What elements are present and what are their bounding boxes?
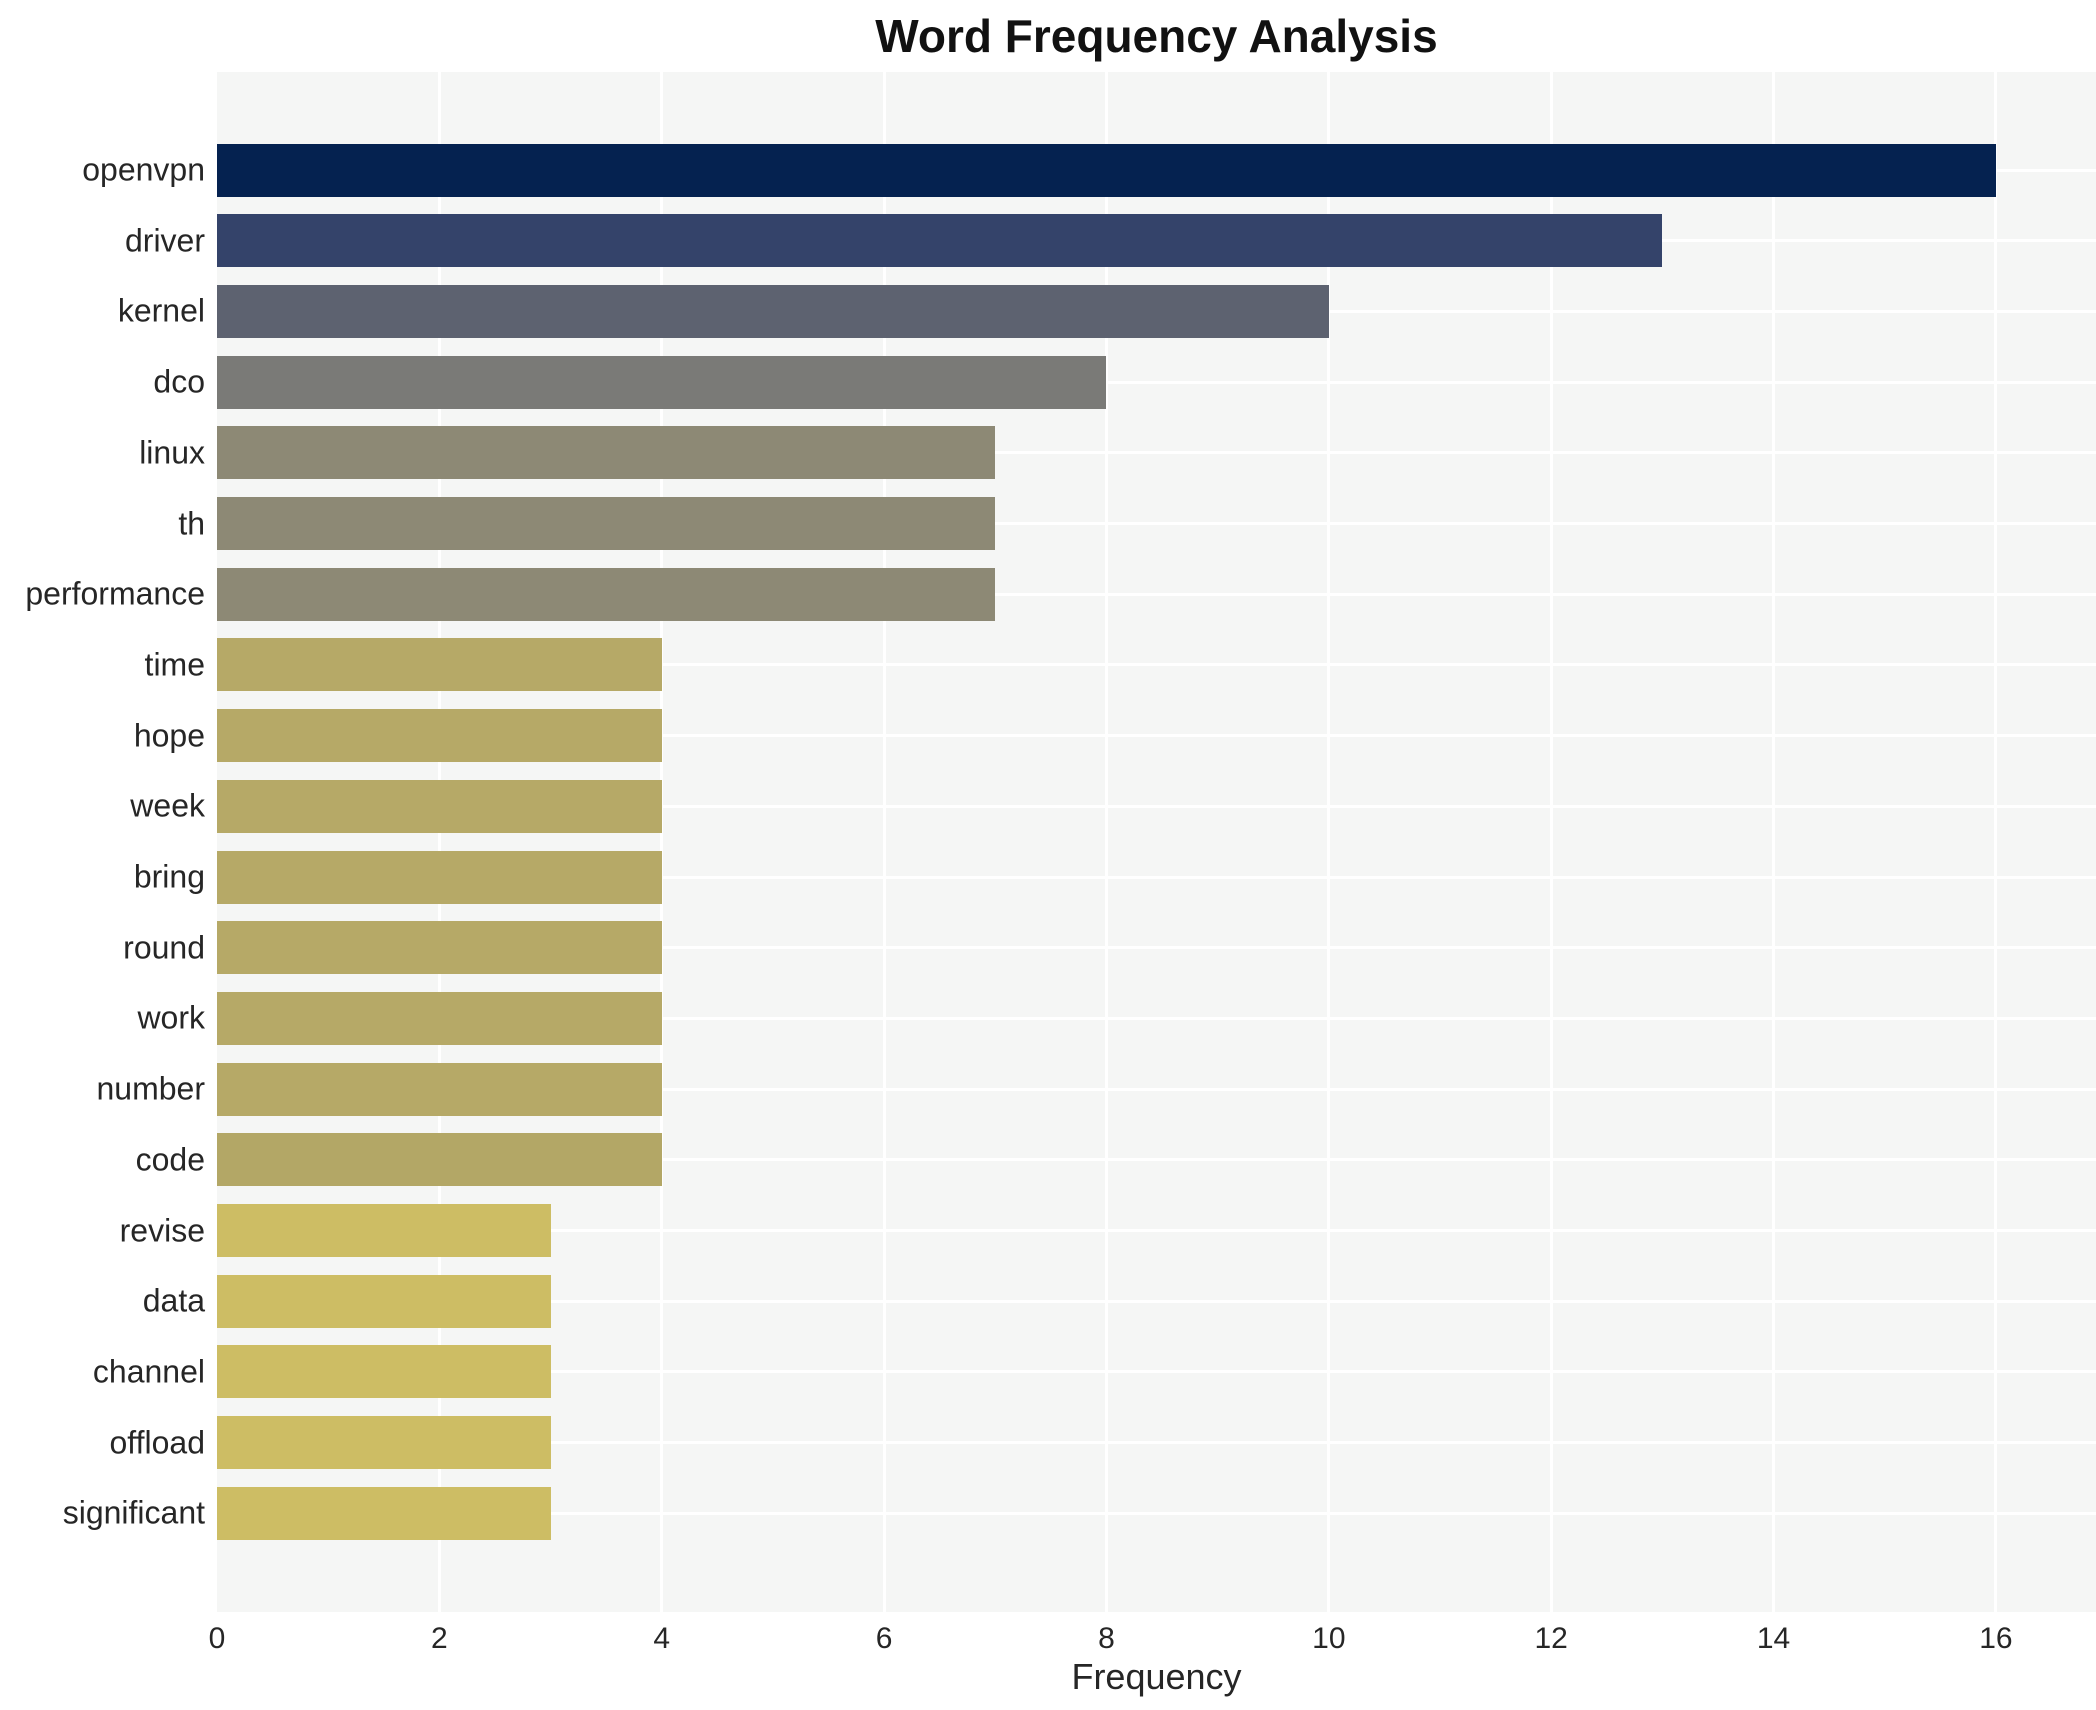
- gridline-horizontal-dco: [217, 380, 2096, 384]
- gridline-horizontal-week: [217, 804, 2096, 808]
- y-tick-label-dco: dco: [153, 363, 205, 400]
- gridline-vertical-6: [882, 72, 886, 1612]
- y-tick-label-work: work: [137, 999, 205, 1036]
- x-tick-label-14: 14: [1756, 1622, 1791, 1655]
- bar-dco: [217, 355, 1107, 409]
- y-tick-label-data: data: [142, 1282, 205, 1319]
- bar-data: [217, 1274, 551, 1328]
- y-tick-label-round: round: [123, 929, 205, 966]
- y-tick-label-time: time: [144, 646, 205, 683]
- gridline-vertical-2: [437, 72, 441, 1612]
- x-axis-label: Frequency: [1071, 1656, 1242, 1697]
- bar-revise: [217, 1204, 551, 1257]
- y-tick-label-week: week: [130, 787, 205, 824]
- gridline-horizontal-channel: [217, 1370, 2096, 1374]
- y-tick-label-hope: hope: [133, 717, 205, 754]
- gridline-horizontal-round: [217, 946, 2096, 950]
- gridline-vertical-4: [660, 72, 664, 1612]
- gridline-horizontal-code: [217, 1158, 2096, 1162]
- gridline-horizontal-revise: [217, 1229, 2096, 1232]
- bar-bring: [217, 850, 662, 904]
- plot-area: [217, 72, 2096, 1612]
- gridline-horizontal-number: [217, 1087, 2096, 1091]
- y-tick-label-performance: performance: [25, 575, 205, 612]
- bar-week: [217, 779, 662, 833]
- bar-kernel: [217, 284, 1329, 338]
- bar-openvpn: [217, 143, 1996, 197]
- y-tick-label-bring: bring: [133, 858, 205, 895]
- y-tick-label-openvpn: openvpn: [82, 151, 205, 188]
- x-tick-label-10: 10: [1312, 1622, 1346, 1655]
- y-tick-label-number: number: [96, 1070, 206, 1107]
- x-tick-label-8: 8: [1098, 1622, 1115, 1655]
- gridline-horizontal-bring: [217, 875, 2096, 879]
- bar-offload: [217, 1416, 551, 1470]
- bar-round: [217, 921, 662, 975]
- bar-hope: [217, 709, 662, 763]
- gridline-vertical-8: [1104, 72, 1108, 1612]
- y-tick-label-significant: significant: [62, 1494, 205, 1531]
- gridline-vertical-14: [1772, 72, 1776, 1612]
- x-tick-label-12: 12: [1534, 1622, 1568, 1655]
- y-tick-label-revise: revise: [119, 1212, 205, 1248]
- bar-code: [217, 1133, 662, 1187]
- bar-driver: [217, 214, 1663, 268]
- gridline-horizontal-offload: [217, 1441, 2096, 1445]
- y-tick-label-kernel: kernel: [117, 292, 205, 329]
- y-tick-label-offload: offload: [109, 1424, 206, 1461]
- gridline-horizontal-performance: [217, 592, 2096, 596]
- gridline-vertical-16: [1994, 72, 1998, 1612]
- gridline-vertical-12: [1549, 72, 1553, 1612]
- gridline-horizontal-work: [217, 1016, 2096, 1020]
- bar-time: [217, 638, 662, 692]
- bar-work: [217, 991, 662, 1045]
- bar-performance: [217, 567, 996, 621]
- chart-title: Word Frequency Analysis: [875, 10, 1438, 62]
- bar-significant: [217, 1486, 551, 1540]
- gridline-horizontal-linux: [217, 451, 2096, 455]
- bar-th: [217, 497, 996, 550]
- x-tick-label-16: 16: [1979, 1622, 2013, 1655]
- y-tick-label-th: th: [178, 505, 205, 541]
- y-tick-label-channel: channel: [92, 1353, 205, 1390]
- x-tick-label-4: 4: [653, 1622, 671, 1655]
- bar-channel: [217, 1345, 551, 1399]
- gridline-horizontal-th: [217, 522, 2096, 525]
- gridline-horizontal-significant: [217, 1511, 2096, 1515]
- gridline-vertical-10: [1327, 72, 1331, 1612]
- bar-linux: [217, 426, 996, 480]
- y-tick-label-code: code: [135, 1141, 205, 1178]
- y-tick-label-driver: driver: [124, 222, 205, 259]
- x-tick-label-2: 2: [431, 1622, 448, 1655]
- bar-number: [217, 1062, 662, 1116]
- gridline-horizontal-hope: [217, 734, 2096, 738]
- x-tick-label-0: 0: [208, 1622, 226, 1655]
- gridline-horizontal-data: [217, 1299, 2096, 1303]
- y-tick-label-linux: linux: [139, 434, 205, 471]
- gridline-horizontal-time: [217, 663, 2096, 667]
- x-tick-label-6: 6: [875, 1622, 893, 1655]
